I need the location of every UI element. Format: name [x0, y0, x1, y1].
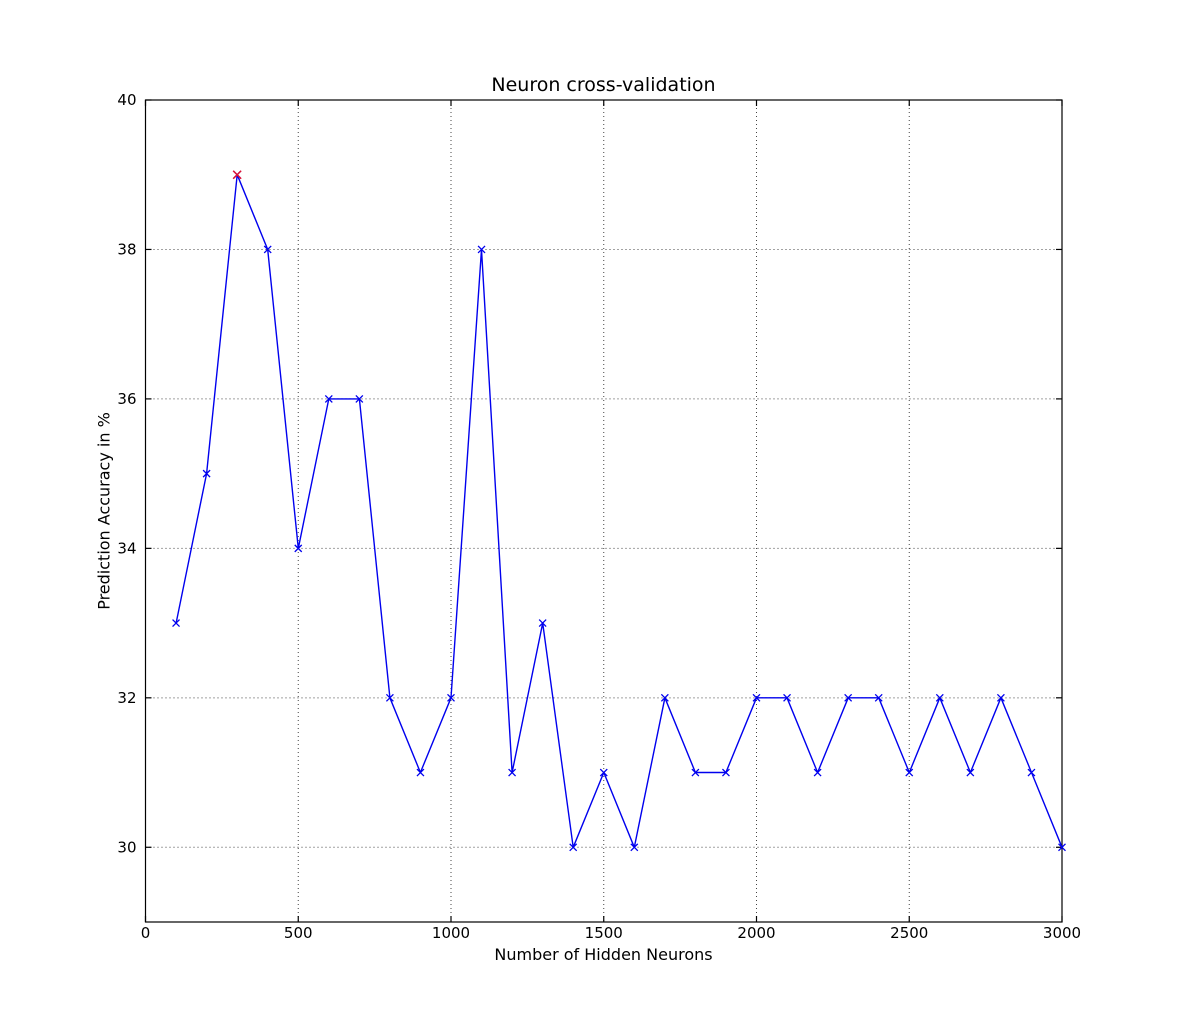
data-point-marker [660, 693, 669, 702]
data-point-marker [416, 768, 425, 777]
x-axis-label: Number of Hidden Neurons [494, 945, 713, 964]
data-point-marker [172, 619, 181, 628]
chart-title: Neuron cross-validation [491, 74, 716, 96]
y-tick-label: 36 [117, 390, 136, 408]
data-point-marker [996, 693, 1005, 702]
data-point-marker [905, 768, 914, 777]
data-point-marker [1027, 768, 1036, 777]
data-point-marker [538, 619, 547, 628]
data-point-marker [508, 768, 517, 777]
x-tick-label: 1500 [585, 924, 623, 942]
x-tick-label: 0 [141, 924, 151, 942]
data-point-marker [966, 768, 975, 777]
x-tick-label: 3000 [1043, 924, 1081, 942]
data-point-marker [630, 843, 639, 852]
data-point-marker [263, 245, 272, 254]
data-point-marker [477, 245, 486, 254]
data-point-marker [935, 693, 944, 702]
data-point-marker [294, 544, 303, 553]
data-point-marker [202, 469, 211, 478]
y-tick-label: 30 [117, 838, 136, 856]
data-point-marker [813, 768, 822, 777]
data-point-marker [569, 843, 578, 852]
data-point-marker [385, 693, 394, 702]
data-line [175, 173, 1063, 848]
data-point-marker [752, 693, 761, 702]
data-point-marker [721, 768, 730, 777]
y-tick-label: 32 [117, 689, 136, 707]
x-tick-label: 2000 [737, 924, 775, 942]
x-tick-label: 500 [284, 924, 313, 942]
data-point-marker [599, 768, 608, 777]
data-point-marker [447, 693, 455, 702]
x-tick-label: 1000 [432, 924, 470, 942]
data-point-marker [324, 394, 333, 403]
data-point-marker [1058, 843, 1066, 852]
y-tick-label: 34 [117, 539, 136, 557]
data-point-marker [783, 693, 792, 702]
data-point-marker [691, 768, 700, 777]
y-tick-label: 38 [117, 240, 136, 258]
y-tick-label: 40 [117, 91, 136, 109]
data-point-marker [355, 394, 364, 403]
data-point-marker [874, 693, 883, 702]
data-point-marker [844, 693, 853, 702]
x-tick-label: 2500 [890, 924, 928, 942]
plot-border [144, 99, 1063, 923]
highlight-point-marker [232, 170, 242, 180]
